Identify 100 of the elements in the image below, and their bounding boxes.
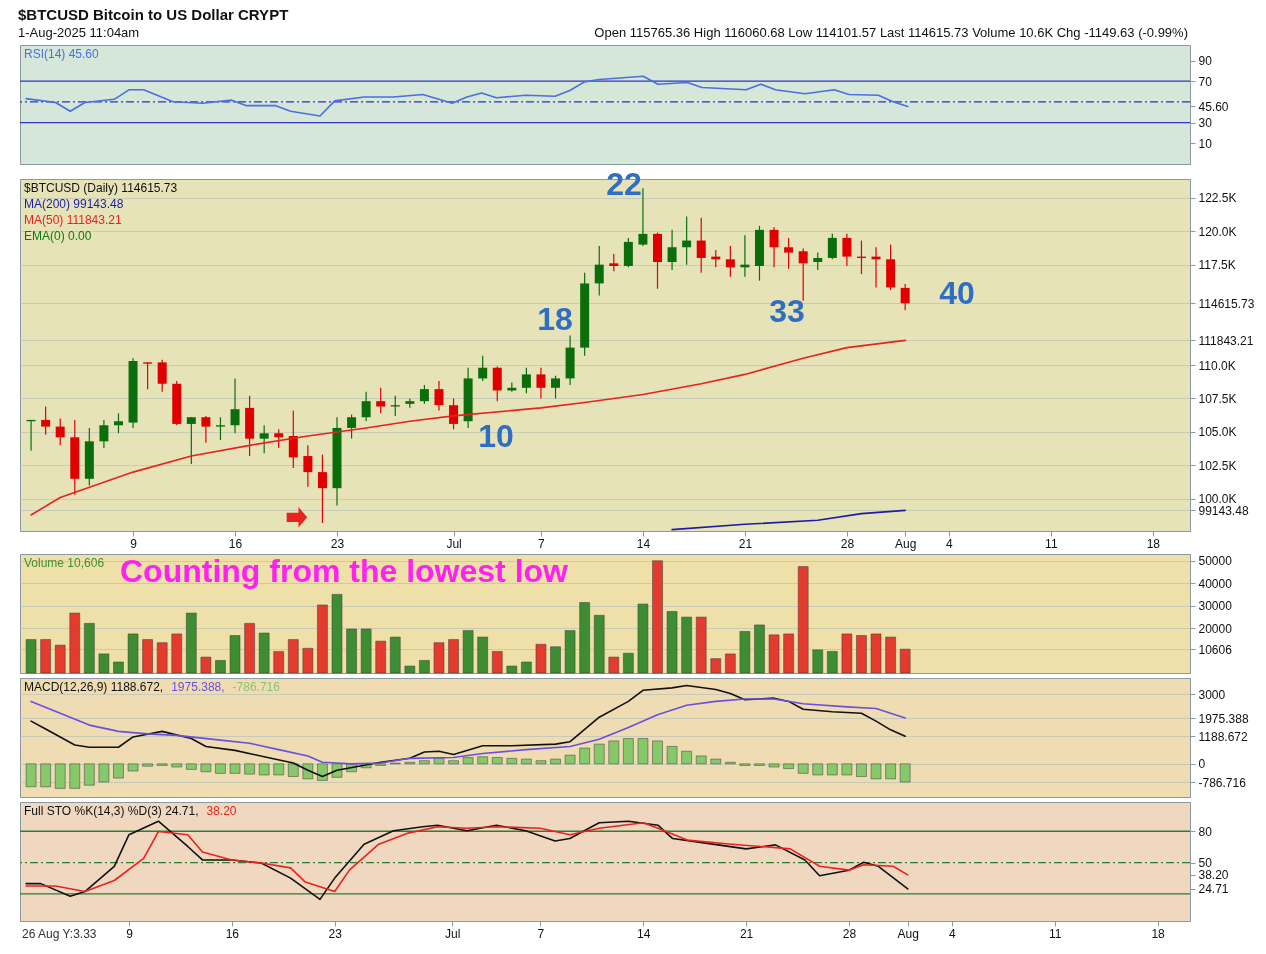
text: Volume 10,606 — [24, 556, 105, 570]
bar — [492, 757, 503, 765]
text: RSI(14) 45.60 — [24, 47, 100, 61]
bar — [710, 658, 722, 674]
bar — [127, 763, 139, 772]
annotation: 33 — [769, 293, 805, 329]
line-series — [30, 698, 906, 765]
bar — [288, 639, 299, 674]
bar — [142, 763, 153, 767]
bar — [899, 763, 911, 783]
candlestick — [376, 387, 386, 414]
candlestick — [551, 375, 561, 400]
bar — [186, 763, 197, 770]
bar — [637, 603, 649, 674]
y-tick-label: 10 — [1198, 136, 1213, 151]
y-tick-label: 50000 — [1198, 554, 1233, 569]
bar — [98, 653, 110, 674]
bar — [623, 738, 634, 765]
candlestick — [317, 454, 327, 524]
bar — [768, 634, 780, 674]
y-tick-label: 90 — [1198, 54, 1213, 69]
candlestick — [215, 416, 225, 441]
y-tick-label: 110.0K — [1198, 358, 1236, 373]
candlestick — [186, 416, 196, 465]
x-tick-label: 7 — [538, 536, 546, 551]
bar — [171, 633, 182, 674]
bar — [783, 763, 794, 769]
bar — [288, 763, 299, 777]
bar — [69, 612, 81, 674]
candlestick — [99, 419, 109, 449]
bar — [506, 665, 518, 674]
x-tick-label: 4 — [948, 926, 956, 941]
candlestick — [347, 413, 357, 440]
x-tick-label: 14 — [636, 536, 651, 551]
x-tick-label: 7 — [537, 926, 545, 941]
y-tick-label: 50 — [1198, 856, 1213, 871]
bar — [783, 633, 794, 674]
candlestick — [667, 229, 677, 271]
y-tick-label: 30000 — [1198, 599, 1233, 614]
candlestick — [900, 283, 910, 311]
text: Full STO %K(14,3) %D(3) 24.71, — [24, 804, 199, 818]
bar — [244, 763, 255, 775]
bar — [841, 763, 853, 776]
y-tick-label: 38.20 — [1198, 868, 1229, 883]
bar — [462, 630, 474, 674]
y-tick-label: 1975.388 — [1198, 711, 1249, 726]
candlestick — [682, 215, 692, 266]
bar — [142, 639, 153, 674]
y-tick-label: 122.5K — [1198, 191, 1237, 206]
x-tick-label: 16 — [228, 536, 243, 551]
bar — [462, 757, 474, 765]
bar — [710, 758, 722, 765]
text: Open 115765.36 High 116060.68 Low 114101.57 Last 114615.73 Volume 10.6K Chg -1149.63 (-0.99%) — [594, 25, 1188, 40]
bar — [564, 630, 576, 674]
bar — [346, 628, 357, 674]
bar — [681, 750, 692, 765]
bar — [200, 656, 212, 674]
y-tick-label: 40000 — [1198, 576, 1233, 591]
bar — [593, 615, 605, 674]
bar — [273, 763, 284, 776]
y-tick-label: 0 — [1198, 757, 1206, 772]
bar — [54, 763, 66, 789]
text: MACD(12,26,9) 1188.672, — [24, 680, 164, 694]
candlestick — [143, 361, 153, 390]
y-tick-label: 70 — [1198, 74, 1213, 89]
y-tick-label: 1188.672 — [1198, 729, 1248, 744]
bar — [186, 612, 197, 674]
y-tick-label: 45.60 — [1198, 99, 1229, 114]
bar — [608, 656, 620, 674]
bar — [797, 566, 809, 674]
bar — [69, 763, 81, 789]
annotation: 22 — [606, 166, 642, 202]
candlestick — [55, 417, 65, 446]
y-tick-label: 30 — [1198, 116, 1213, 131]
bar — [579, 747, 590, 765]
candlestick — [201, 415, 211, 444]
candlestick — [259, 424, 269, 454]
y-tick-label: -786.716 — [1198, 775, 1247, 790]
candlestick — [113, 412, 123, 434]
bar — [98, 763, 110, 783]
annotation: Counting from the lowest low — [120, 553, 569, 589]
bar — [448, 639, 459, 674]
candlestick — [798, 248, 808, 302]
candlestick — [492, 365, 502, 402]
x-tick-label: Aug — [897, 926, 919, 941]
bar — [477, 636, 488, 674]
bar — [229, 635, 241, 674]
bar — [419, 660, 430, 674]
line-series — [25, 75, 909, 117]
bar — [244, 623, 255, 674]
bar — [200, 763, 212, 773]
y-tick-label: 111843.21 — [1198, 333, 1254, 348]
x-tick-label: Jul — [445, 926, 461, 941]
candlestick — [303, 444, 313, 488]
candlestick — [784, 237, 794, 270]
bar — [258, 763, 270, 776]
bar — [302, 648, 314, 674]
candlestick — [725, 245, 735, 278]
y-tick-label: 114615.73 — [1198, 296, 1255, 311]
bar — [550, 646, 561, 674]
